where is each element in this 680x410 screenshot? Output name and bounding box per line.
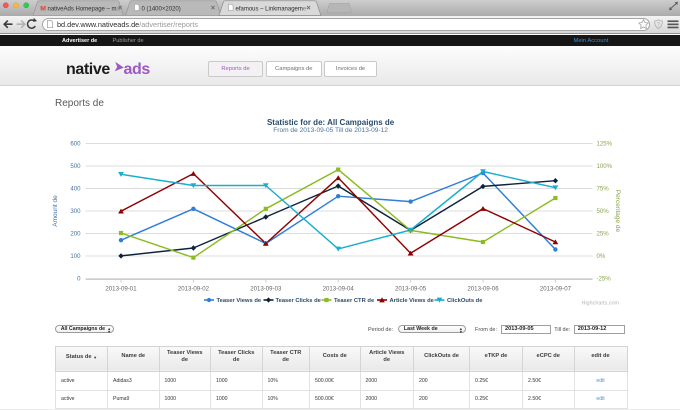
svg-text:2013-09-07: 2013-09-07	[540, 286, 572, 293]
svg-text:Percentage de: Percentage de	[614, 190, 621, 233]
svg-text:600: 600	[70, 141, 81, 148]
svg-text:Highcharts.com: Highcharts.com	[582, 301, 620, 307]
svg-text:300: 300	[70, 208, 81, 215]
svg-text:100%: 100%	[597, 163, 613, 170]
svg-text:Teaser Views de: Teaser Views de	[217, 298, 262, 304]
svg-text:75%: 75%	[597, 186, 610, 193]
svg-text:0%: 0%	[597, 253, 606, 260]
svg-text:Amount de: Amount de	[52, 195, 59, 227]
svg-text:From de 2013-09-05 Till de 201: From de 2013-09-05 Till de 2013-09-12	[273, 127, 388, 134]
svg-text:ClickOuts de: ClickOuts de	[447, 298, 483, 304]
svg-text:200: 200	[70, 231, 81, 238]
svg-text:2013-09-02: 2013-09-02	[178, 286, 210, 293]
svg-text:2013-09-04: 2013-09-04	[323, 286, 355, 293]
svg-text:M: M	[40, 5, 46, 12]
svg-text:-25%: -25%	[597, 276, 612, 283]
svg-text:125%: 125%	[597, 141, 613, 148]
svg-text:0: 0	[77, 276, 81, 283]
svg-text:efamous – Linkmanageme: efamous – Linkmanageme	[236, 6, 307, 12]
svg-text:25%: 25%	[597, 231, 610, 238]
svg-text:50%: 50%	[597, 208, 610, 215]
svg-text:2013-09-05: 2013-09-05	[395, 286, 427, 293]
svg-text:400: 400	[70, 186, 81, 193]
svg-text:Teaser Clicks de: Teaser Clicks de	[276, 298, 322, 304]
svg-text:nativeAds Homepage – ma: nativeAds Homepage – ma	[48, 6, 121, 12]
svg-text:2013-09-06: 2013-09-06	[467, 286, 499, 293]
svg-text:Statistic for de: All Campaign: Statistic for de: All Campaigns de	[267, 118, 395, 127]
svg-text:0 (1400×2020): 0 (1400×2020)	[142, 6, 181, 12]
svg-text:2013-09-03: 2013-09-03	[250, 286, 282, 293]
svg-text:Article Views de: Article Views de	[390, 298, 435, 304]
svg-text:100: 100	[70, 253, 81, 260]
svg-text:2013-09-01: 2013-09-01	[105, 286, 137, 293]
svg-text:500: 500	[70, 163, 81, 170]
svg-text:Teaser CTR de: Teaser CTR de	[334, 298, 375, 304]
svg-text:?: ?	[657, 22, 661, 28]
